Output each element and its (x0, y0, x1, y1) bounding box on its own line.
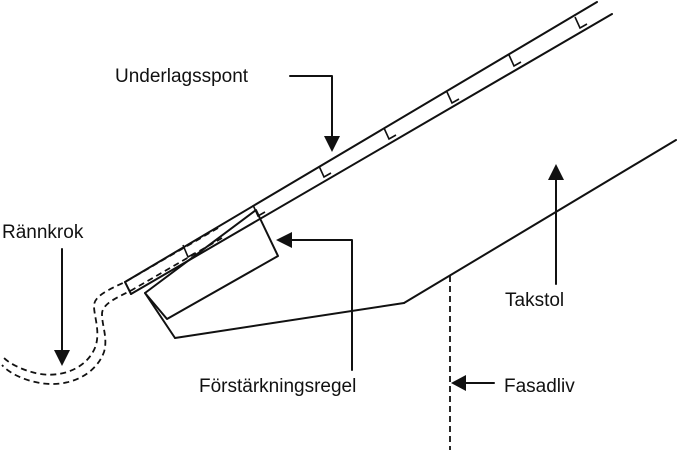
joint-tick (446, 91, 460, 105)
arrow-down-icon (54, 350, 70, 366)
label-fasadliv: Fasadliv (504, 376, 575, 397)
boarding-joints (182, 16, 588, 259)
joint-tick (318, 165, 332, 179)
leader-fasadliv (451, 375, 495, 391)
leader-line (289, 239, 353, 371)
leader-rannkrok (54, 248, 70, 366)
hook-lower-edge (1, 237, 223, 385)
batten-outline (144, 209, 279, 320)
rannkrok-gutter-hook (1, 227, 223, 385)
label-takstol: Takstol (505, 290, 564, 311)
label-underlagsspont: Underlagsspont (115, 66, 249, 87)
joint-tick (508, 54, 522, 68)
leader-forstarkningsregel (276, 232, 353, 371)
underlagsspont-boarding (124, 1, 613, 295)
leader-line (289, 75, 333, 141)
leader-takstol (548, 164, 564, 285)
label-forstarkningsregel: Förstärkningsregel (199, 376, 356, 397)
arrow-up-icon (548, 164, 564, 180)
boarding-bottom-edge (130, 13, 613, 295)
arrow-left-icon (451, 375, 466, 391)
leader-underlagsspont (289, 75, 340, 152)
arrow-left-icon (276, 232, 292, 248)
truss-rafter (403, 139, 677, 304)
arrow-down-icon (324, 136, 340, 152)
takstol-truss (144, 139, 677, 339)
boarding-end-cap (124, 281, 132, 295)
truss-bottom-chord (174, 302, 405, 339)
joint-tick (383, 127, 397, 141)
boarding-top-edge (124, 1, 598, 283)
forstarkningsregel-batten (144, 209, 279, 320)
truss-end (144, 292, 176, 339)
joint-tick (574, 16, 588, 30)
label-rannkrok: Rännkrok (2, 222, 84, 243)
